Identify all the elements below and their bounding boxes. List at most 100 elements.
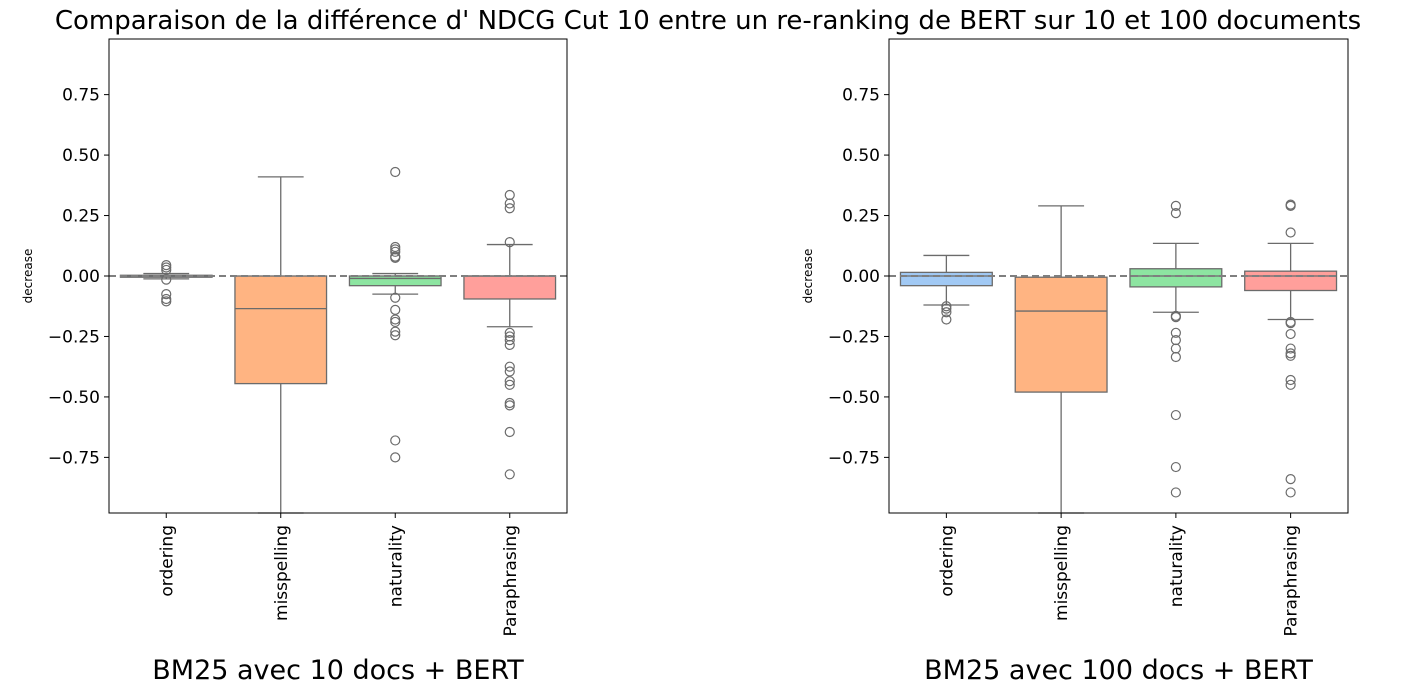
outlier-point (1285, 318, 1296, 329)
outlier-point (390, 326, 401, 337)
box-body (1129, 268, 1223, 288)
y-tick-label: −0.50 (48, 388, 100, 408)
outlier-point (1170, 312, 1181, 323)
outlier-point (1285, 343, 1296, 354)
x-axis-label: BM25 avec 10 docs + BERT (152, 655, 524, 686)
x-tick-label: misspelling (1052, 525, 1072, 621)
outlier-point (1170, 409, 1181, 421)
x-tick-label: Paraphrasing (501, 525, 521, 636)
outlier-point (941, 303, 952, 314)
outlier-point (504, 366, 515, 377)
x-tick-label: Paraphrasing (1282, 525, 1302, 636)
box-body (899, 271, 993, 287)
outlier-point (1170, 327, 1181, 338)
y-tick-label: −0.75 (828, 448, 880, 468)
subplot-1: −0.75 −0.50 −0.25 0.00 0.25 0.50 0.75 decrease o… (21, 38, 568, 686)
outlier-point (390, 292, 401, 303)
y-tick-label: 0.00 (62, 267, 100, 287)
outlier-point (390, 314, 401, 325)
outlier-point (504, 379, 515, 390)
outlier-point (390, 452, 401, 463)
outlier-point (161, 289, 172, 300)
outlier-point (1285, 328, 1296, 340)
box-body (1014, 276, 1108, 393)
box-body (348, 275, 442, 287)
plot-frame (108, 38, 568, 514)
outlier-point (161, 293, 172, 305)
box-misspelling (1014, 205, 1108, 514)
outlier-point (941, 307, 952, 318)
x-tick-label: misspelling (272, 525, 292, 621)
outlier-point (941, 314, 952, 325)
y-tick-label: −0.75 (48, 448, 100, 468)
outlier-point (504, 339, 515, 351)
outlier-point (390, 316, 401, 328)
outlier-point (504, 376, 515, 387)
y-tick-label: 0.25 (842, 207, 880, 227)
outlier-point (1285, 487, 1296, 498)
y-tick-label: 0.75 (62, 86, 100, 106)
outlier-point (1285, 348, 1296, 359)
outlier-point (161, 296, 172, 307)
y-tick-label: 0.25 (62, 207, 100, 227)
outlier-point (504, 189, 515, 201)
box-misspelling (234, 176, 328, 514)
box-ordering (119, 260, 213, 307)
outlier-point (504, 397, 515, 409)
outlier-point (504, 327, 515, 338)
box-body (234, 275, 328, 385)
chart-title: Comparaison de la différence d' NDCG Cut… (54, 6, 1362, 36)
x-tick-label: ordering (937, 525, 957, 597)
x-tick-label: naturality (1167, 525, 1187, 607)
box-ordering (899, 254, 993, 325)
outlier-point (390, 330, 401, 341)
box-body (463, 275, 557, 300)
outlier-point (504, 198, 515, 209)
outlier-point (1170, 200, 1181, 211)
outlier-point (1285, 374, 1296, 386)
y-tick-label: 0.00 (842, 267, 880, 287)
outlier-point (1170, 208, 1181, 219)
outlier-point (1285, 350, 1296, 361)
outlier-point (504, 400, 515, 411)
y-tick-label: 0.50 (842, 146, 880, 166)
outlier-point (390, 252, 401, 263)
y-tick-label: −0.25 (828, 327, 880, 347)
plot-frame (888, 38, 1349, 514)
outlier-point (1170, 351, 1181, 363)
box-Paraphrasing (1244, 199, 1338, 498)
outlier-point (1285, 474, 1296, 485)
outlier-point (504, 469, 515, 480)
outlier-point (504, 426, 515, 438)
y-tick-label: 0.75 (842, 86, 880, 106)
outlier-point (941, 301, 952, 312)
outlier-point (1170, 461, 1181, 473)
outlier-point (161, 262, 172, 273)
outlier-point (1285, 200, 1296, 211)
outlier-point (504, 334, 515, 346)
outlier-point (504, 203, 515, 214)
outlier-point (390, 435, 401, 446)
x-tick-label: ordering (157, 525, 177, 597)
box-body (1244, 270, 1338, 292)
outlier-point (1285, 379, 1296, 390)
outlier-point (504, 361, 515, 372)
outlier-point (161, 264, 172, 276)
box-naturality (1129, 200, 1223, 498)
y-tick-label: 0.50 (62, 146, 100, 166)
x-tick-label: naturality (386, 525, 406, 607)
outlier-point (390, 166, 401, 178)
box-naturality (348, 166, 442, 463)
y-tick-label: −0.25 (48, 327, 100, 347)
box-Paraphrasing (463, 189, 557, 480)
outlier-point (161, 260, 172, 271)
outlier-point (1170, 487, 1181, 498)
outlier-point (1285, 227, 1296, 238)
outlier-point (1170, 343, 1181, 354)
outlier-point (390, 241, 401, 253)
y-axis-label: decrease (21, 249, 35, 304)
x-axis-label: BM25 avec 100 docs + BERT (924, 655, 1313, 686)
y-tick-label: −0.50 (828, 388, 880, 408)
outlier-point (504, 237, 515, 248)
